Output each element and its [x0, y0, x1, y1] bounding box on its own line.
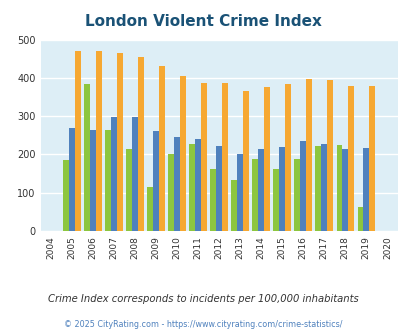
Bar — [180, 76, 185, 231]
Bar — [153, 131, 159, 231]
Bar — [75, 51, 81, 231]
Bar — [237, 154, 243, 231]
Bar — [273, 169, 279, 231]
Bar — [315, 146, 321, 231]
Bar — [96, 51, 102, 231]
Bar — [90, 130, 96, 231]
Bar — [159, 66, 164, 231]
Bar — [210, 169, 216, 231]
Bar — [336, 145, 341, 231]
Bar — [362, 148, 369, 231]
Bar — [231, 180, 237, 231]
Bar — [341, 149, 347, 231]
Bar — [216, 146, 222, 231]
Bar — [222, 83, 228, 231]
Bar — [285, 84, 290, 231]
Bar — [132, 116, 138, 231]
Bar — [117, 52, 123, 231]
Bar — [111, 116, 117, 231]
Bar — [279, 147, 285, 231]
Bar — [321, 144, 326, 231]
Bar — [326, 80, 333, 231]
Text: © 2025 CityRating.com - https://www.cityrating.com/crime-statistics/: © 2025 CityRating.com - https://www.city… — [64, 319, 341, 329]
Bar — [294, 159, 300, 231]
Bar — [69, 128, 75, 231]
Bar — [357, 207, 362, 231]
Bar — [105, 130, 111, 231]
Bar — [168, 154, 174, 231]
Bar — [195, 139, 200, 231]
Bar — [258, 149, 264, 231]
Bar — [63, 160, 69, 231]
Bar — [84, 83, 90, 231]
Bar — [347, 86, 353, 231]
Bar — [147, 187, 153, 231]
Bar — [252, 159, 258, 231]
Bar — [189, 144, 195, 231]
Text: Crime Index corresponds to incidents per 100,000 inhabitants: Crime Index corresponds to incidents per… — [47, 294, 358, 304]
Bar — [126, 149, 132, 231]
Bar — [369, 86, 374, 231]
Bar — [264, 87, 269, 231]
Bar — [305, 79, 311, 231]
Bar — [138, 57, 144, 231]
Bar — [243, 90, 249, 231]
Text: London Violent Crime Index: London Violent Crime Index — [84, 14, 321, 29]
Bar — [200, 83, 207, 231]
Bar — [300, 141, 305, 231]
Bar — [174, 137, 180, 231]
